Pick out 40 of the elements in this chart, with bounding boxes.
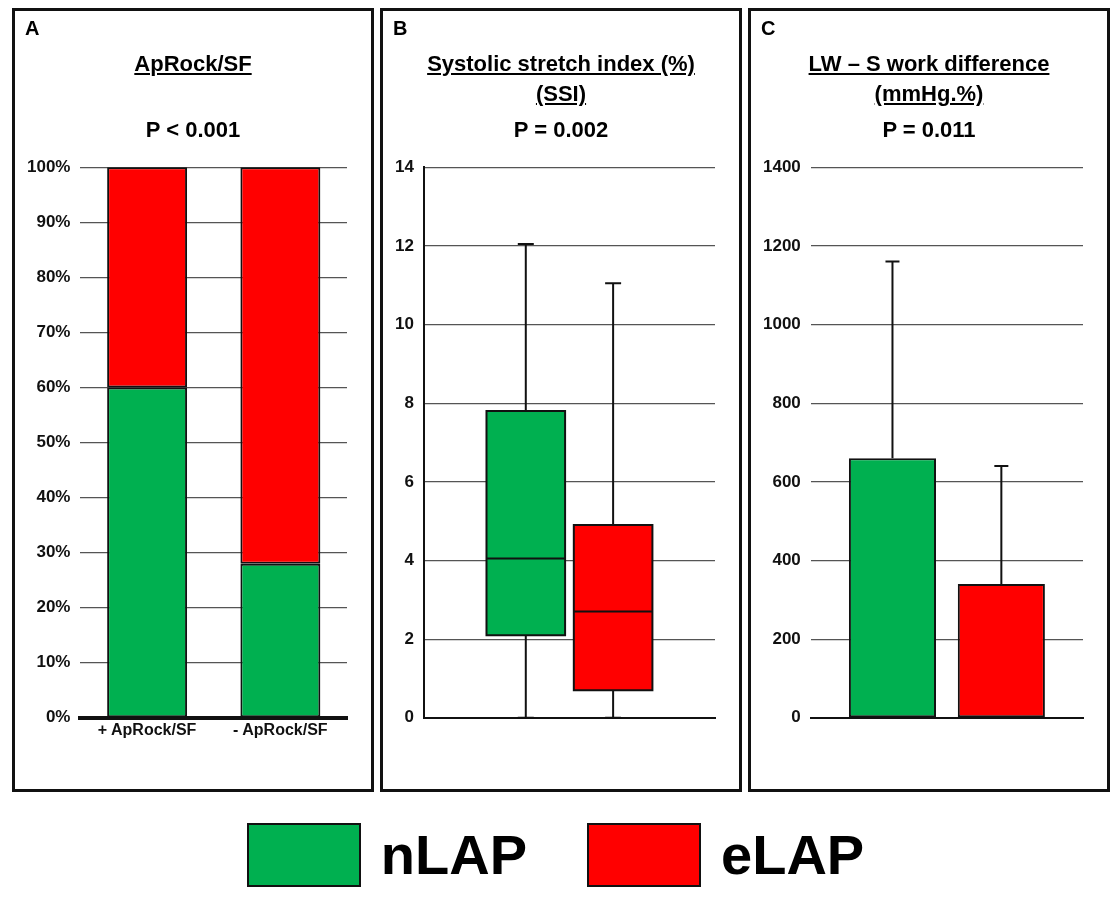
y-tick-label: 90% — [36, 211, 71, 231]
chart-title: LW – S work difference (mmHg.%) — [807, 50, 1051, 108]
y-tick-label: 12 — [394, 235, 414, 255]
y-tick-label: 80% — [36, 267, 71, 287]
text: C — [761, 17, 776, 40]
y-tick-label: 20% — [36, 597, 71, 617]
y-tick-label: 1200 — [762, 235, 801, 255]
y-tick-label: 60% — [36, 377, 71, 397]
y-tick-label: 100% — [27, 156, 71, 176]
y-tick-label: 30% — [36, 542, 71, 562]
y-tick-label: 6 — [404, 471, 414, 491]
y-tick-label: 0 — [791, 707, 801, 727]
text: P = 0.011 — [882, 117, 976, 144]
legend-label: nLAP — [380, 822, 528, 887]
x-tick-label: - ApRock/SF — [233, 720, 328, 738]
y-tick-label: 4 — [404, 550, 415, 570]
y-tick-label: 10 — [394, 314, 414, 334]
y-tick-label: 2 — [404, 628, 414, 648]
y-tick-label: 14 — [394, 156, 415, 176]
y-tick-label: 0 — [404, 707, 414, 727]
y-tick-label: 200 — [772, 628, 801, 648]
text: P = 0.002 — [513, 117, 609, 144]
y-tick-label: 40% — [36, 487, 71, 507]
x-tick-label: + ApRock/SF — [97, 720, 197, 738]
chart-title: ApRock/SF — [133, 50, 253, 78]
y-tick-label: 70% — [36, 322, 71, 342]
y-tick-label: 50% — [36, 432, 71, 452]
y-tick-label: 1400 — [762, 156, 801, 176]
y-tick-label: 0% — [45, 707, 71, 727]
y-tick-label: 800 — [772, 392, 801, 412]
y-tick-label: 400 — [772, 550, 801, 570]
y-tick-label: 10% — [36, 652, 71, 672]
y-tick-label: 1000 — [762, 314, 801, 334]
text: B — [393, 17, 408, 40]
y-tick-label: 600 — [772, 471, 801, 491]
y-tick-label: 8 — [404, 392, 414, 412]
text: P < 0.001 — [145, 117, 241, 144]
legend-label: eLAP — [721, 822, 865, 887]
chart-title: Systolic stretch index (%) (SSI) — [426, 50, 696, 108]
text: A — [25, 17, 40, 40]
